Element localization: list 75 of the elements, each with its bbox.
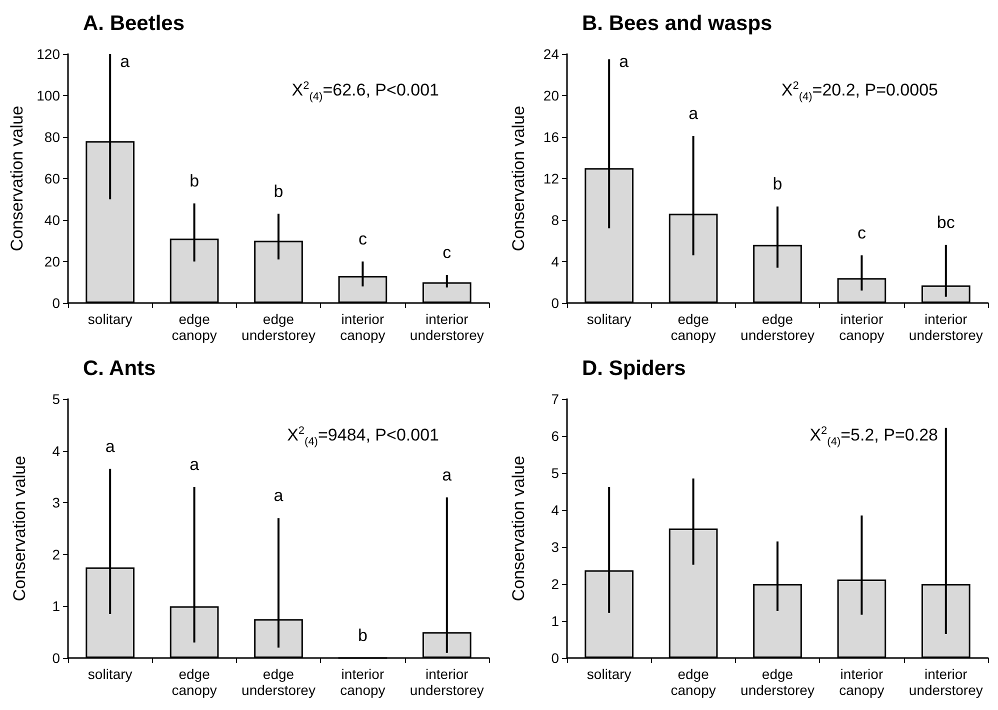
y-tick-label: 0 <box>52 295 60 311</box>
y-tick-label: 40 <box>44 212 60 228</box>
y-tick-label: 0 <box>551 650 560 666</box>
x-tick-label: solitary <box>88 311 132 327</box>
annotation: a <box>274 486 284 506</box>
y-tick-label: 20 <box>543 88 560 104</box>
x-tick-label: edge understorey <box>242 666 316 698</box>
y-tick-label: 0 <box>551 295 560 311</box>
x-tick-label: interior understorey <box>410 666 484 698</box>
annotation: b <box>772 174 782 194</box>
y-tick-label: 1 <box>52 598 60 614</box>
chart-title: D. Spiders <box>582 357 686 380</box>
x-tick-label: solitary <box>586 666 632 682</box>
x-tick-label: edge understorey <box>740 311 814 343</box>
annotation: Χ$^{2}$$_{(4)}$=9484, P<0.001 <box>287 425 439 448</box>
chart-title: A. Beetles <box>83 12 185 35</box>
annotation: a <box>105 436 116 456</box>
annotation: a <box>442 465 452 484</box>
y-tick-label: 120 <box>36 46 60 62</box>
y-tick-label: 7 <box>551 391 560 407</box>
chart-title: C. Ants <box>83 357 156 380</box>
annotation: b <box>190 171 200 190</box>
y-tick-label: 24 <box>543 46 560 62</box>
y-tick-label: 5 <box>551 465 560 481</box>
annotation: c <box>857 223 866 242</box>
x-tick-label: interior canopy <box>839 666 884 698</box>
y-tick-label: 6 <box>551 428 560 444</box>
y-tick-label: 2 <box>52 546 60 562</box>
x-tick-label: interior canopy <box>340 666 386 698</box>
x-tick-label: solitary <box>88 666 132 682</box>
x-tick-label: interior canopy <box>839 311 884 343</box>
y-tick-label: 20 <box>44 254 60 270</box>
chart-title: B. Bees and wasps <box>582 12 772 35</box>
y-tick-label: 0 <box>52 650 60 666</box>
x-tick-label: edge understorey <box>740 666 814 698</box>
y-tick-label: 3 <box>52 494 60 511</box>
y-axis-title: Conservation value <box>509 106 528 252</box>
y-tick-label: 1 <box>551 613 560 629</box>
annotation: a <box>619 52 630 71</box>
y-axis-title: Conservation value <box>8 106 27 252</box>
y-tick-label: 4 <box>551 254 560 270</box>
y-tick-label: 8 <box>551 212 560 228</box>
annotation: Χ$^{2}$$_{(4)}$=20.2, P=0.0005 <box>781 80 938 104</box>
y-axis-title: Conservation value <box>10 456 29 602</box>
x-tick-label: edge canopy <box>172 311 217 343</box>
y-axis-title: Conservation value <box>509 456 528 602</box>
annotation: c <box>442 242 452 262</box>
y-tick-label: 16 <box>543 129 560 145</box>
y-tick-label: 60 <box>44 170 60 186</box>
x-tick-label: edge canopy <box>670 311 716 343</box>
x-tick-label: interior understorey <box>908 311 983 343</box>
x-tick-label: edge understorey <box>242 311 316 343</box>
y-tick-label: 12 <box>543 170 560 186</box>
x-tick-label: solitary <box>586 311 632 327</box>
x-tick-label: interior understorey <box>410 311 484 343</box>
y-tick-label: 80 <box>44 129 60 145</box>
y-tick-label: 4 <box>551 502 560 518</box>
annotation: a <box>688 104 699 123</box>
x-tick-label: edge canopy <box>172 666 217 698</box>
annotation: Χ$^{2}$$_{(4)}$=62.6, P<0.001 <box>292 80 439 104</box>
y-tick-label: 2 <box>551 576 560 592</box>
x-tick-label: interior understorey <box>908 666 983 698</box>
x-tick-label: edge canopy <box>670 666 716 698</box>
annotation: a <box>120 52 130 71</box>
annotation: c <box>358 230 368 248</box>
y-tick-label: 100 <box>36 88 60 104</box>
annotation: bc <box>936 212 956 232</box>
annotation: Χ$^{2}$$_{(4)}$=5.2, P=0.28 <box>810 425 938 448</box>
y-tick-label: 4 <box>52 442 60 459</box>
annotation: b <box>358 626 368 645</box>
annotation: b <box>274 182 284 201</box>
x-tick-label: interior canopy <box>340 311 386 343</box>
annotation: a <box>190 455 200 474</box>
y-tick-label: 3 <box>551 539 560 555</box>
y-tick-label: 5 <box>52 391 60 407</box>
